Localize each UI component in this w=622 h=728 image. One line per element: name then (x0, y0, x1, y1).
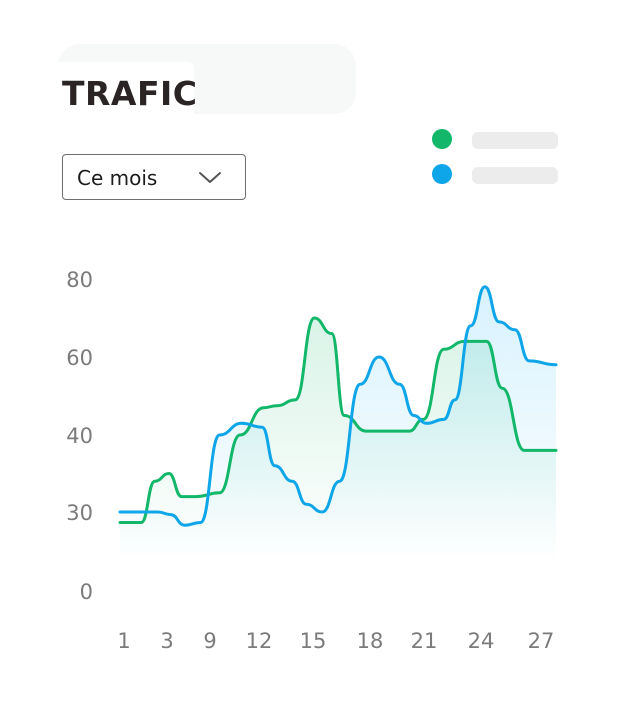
legend-label-placeholder (472, 167, 558, 184)
x-tick-label: 15 (300, 629, 327, 653)
series-lines (118, 285, 558, 527)
x-tick-label: 24 (468, 629, 495, 653)
x-tick-label: 21 (411, 629, 438, 653)
legend-dot-green (432, 129, 452, 149)
series-areas (120, 286, 556, 560)
chevron-down-icon[interactable] (183, 161, 239, 193)
legend-item-blue (430, 163, 570, 185)
period-select-value: Ce mois (77, 166, 158, 190)
title-chip (54, 62, 194, 122)
y-tick-label: 40 (66, 424, 93, 448)
legend-label-placeholder (472, 132, 558, 149)
x-tick-label: 9 (203, 629, 216, 653)
x-tick-label: 1 (117, 629, 130, 653)
x-tick-label: 18 (357, 629, 384, 653)
legend-dot-blue (432, 164, 452, 184)
y-tick-label: 30 (66, 501, 93, 525)
legend-item-green (430, 128, 570, 150)
legend (430, 128, 570, 188)
x-tick-label: 27 (528, 629, 555, 653)
y-tick-label: 0 (80, 580, 93, 604)
y-tick-label: 60 (66, 346, 93, 370)
y-axis: 0 30 40 60 80 (66, 268, 93, 604)
series-blue-area (120, 286, 556, 560)
series-blue-line (118, 285, 558, 527)
x-axis: 1 3 9 12 15 18 21 24 27 (117, 629, 554, 653)
x-tick-label: 12 (246, 629, 273, 653)
y-tick-label: 80 (66, 268, 93, 292)
x-tick-label: 3 (160, 629, 173, 653)
period-select[interactable]: Ce mois (62, 154, 246, 200)
page-title: TRAFIC (62, 74, 198, 113)
